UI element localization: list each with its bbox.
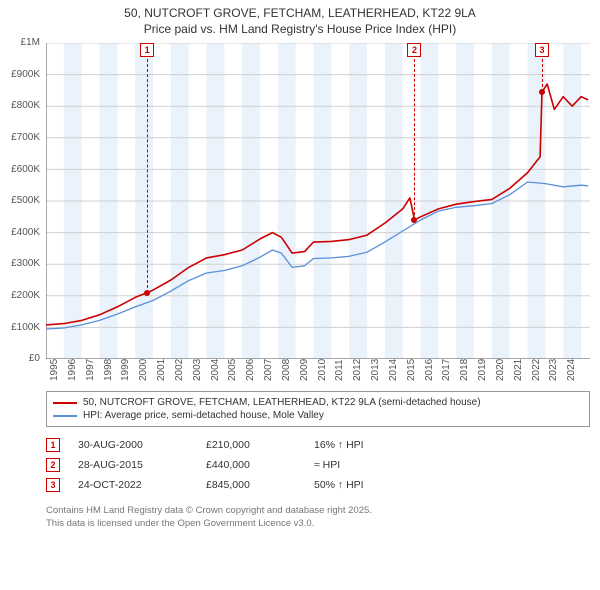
x-tick-label: 2021 [513, 359, 515, 381]
x-tick-label: 1996 [67, 359, 69, 381]
legend-label-price-paid: 50, NUTCROFT GROVE, FETCHAM, LEATHERHEAD… [83, 397, 481, 408]
event-row: 1 30-AUG-2000 £210,000 16% ↑ HPI [46, 435, 590, 455]
sale-marker-dot [411, 217, 417, 223]
legend: 50, NUTCROFT GROVE, FETCHAM, LEATHERHEAD… [46, 391, 590, 427]
x-tick-label: 1997 [85, 359, 87, 381]
y-tick-label: £600K [11, 164, 40, 175]
events-table: 1 30-AUG-2000 £210,000 16% ↑ HPI 2 28-AUG-201… [46, 435, 590, 495]
y-tick-label: £800K [11, 100, 40, 111]
chart-plot: £0£100K£200K£300K£400K£500K£600K£700K£80… [46, 43, 590, 359]
x-tick-label: 2013 [370, 359, 372, 381]
event-row: 2 28-AUG-2015 £440,000 ≈ HPI [46, 455, 590, 475]
x-tick-label: 2014 [388, 359, 390, 381]
x-tick-label: 2023 [548, 359, 550, 381]
sale-marker-line [147, 59, 148, 293]
y-tick-label: £400K [11, 227, 40, 238]
x-tick-label: 2009 [299, 359, 301, 381]
legend-swatch-price-paid [53, 402, 77, 404]
event-price: £440,000 [206, 459, 296, 471]
x-tick-label: 2011 [334, 360, 336, 382]
x-tick-label: 2016 [424, 359, 426, 381]
x-tick-label: 2008 [281, 359, 283, 381]
footer-line-1: Contains HM Land Registry data © Crown c… [46, 505, 590, 517]
y-tick-label: £700K [11, 132, 40, 143]
x-tick-label: 2005 [227, 359, 229, 381]
event-delta: 50% ↑ HPI [314, 479, 364, 491]
event-price: £845,000 [206, 479, 296, 491]
event-price: £210,000 [206, 439, 296, 451]
event-date: 24-OCT-2022 [78, 479, 188, 491]
x-tick-label: 1998 [103, 359, 105, 381]
sale-marker-box: 1 [140, 43, 154, 57]
x-tick-label: 2010 [317, 359, 319, 381]
x-axis: 1995 1996 1997 1998 1999 2000 2001 2002 2003 2004… [46, 359, 590, 383]
event-delta: ≈ HPI [314, 459, 340, 471]
legend-label-hpi: HPI: Average price, semi-detached house,… [83, 410, 324, 421]
event-number: 1 [46, 438, 60, 452]
sale-marker-box: 3 [535, 43, 549, 57]
footer-line-2: This data is licensed under the Open Gov… [46, 518, 590, 530]
footer: Contains HM Land Registry data © Crown c… [46, 505, 590, 530]
y-tick-label: £500K [11, 195, 40, 206]
sale-marker-dot [144, 290, 150, 296]
sale-marker-dot [539, 89, 545, 95]
legend-row-hpi: HPI: Average price, semi-detached house,… [53, 409, 583, 422]
title-line-1: 50, NUTCROFT GROVE, FETCHAM, LEATHERHEAD… [10, 6, 590, 22]
x-tick-label: 2015 [406, 359, 408, 381]
x-tick-label: 2018 [459, 359, 461, 381]
x-tick-label: 2020 [495, 359, 497, 381]
legend-swatch-hpi [53, 415, 77, 417]
chart-title: 50, NUTCROFT GROVE, FETCHAM, LEATHERHEAD… [0, 0, 600, 39]
event-date: 30-AUG-2000 [78, 439, 188, 451]
y-tick-label: £300K [11, 258, 40, 269]
y-tick-label: £200K [11, 290, 40, 301]
y-tick-label: £900K [11, 69, 40, 80]
x-tick-label: 2022 [531, 359, 533, 381]
event-number: 3 [46, 478, 60, 492]
x-tick-label: 2002 [174, 359, 176, 381]
event-date: 28-AUG-2015 [78, 459, 188, 471]
x-tick-label: 2003 [192, 359, 194, 381]
sale-marker-line [542, 59, 543, 92]
x-tick-label: 2012 [352, 359, 354, 381]
x-tick-label: 2000 [138, 359, 140, 381]
chart-area: £0£100K£200K£300K£400K£500K£600K£700K£80… [46, 43, 590, 383]
x-tick-label: 2007 [263, 359, 265, 381]
event-row: 3 24-OCT-2022 £845,000 50% ↑ HPI [46, 475, 590, 495]
title-line-2: Price paid vs. HM Land Registry's House … [10, 22, 590, 38]
chart-svg [46, 43, 590, 359]
x-tick-label: 1999 [120, 359, 122, 381]
y-tick-label: £100K [11, 322, 40, 333]
x-tick-label: 2006 [245, 359, 247, 381]
event-number: 2 [46, 458, 60, 472]
x-tick-label: 2019 [477, 359, 479, 381]
x-tick-label: 2004 [210, 359, 212, 381]
sale-marker-box: 2 [407, 43, 421, 57]
y-tick-label: £1M [21, 37, 40, 48]
x-tick-label: 2001 [156, 359, 158, 381]
x-tick-label: 2017 [441, 359, 443, 381]
legend-row-price-paid: 50, NUTCROFT GROVE, FETCHAM, LEATHERHEAD… [53, 396, 583, 409]
x-tick-label: 2024 [566, 359, 568, 381]
event-delta: 16% ↑ HPI [314, 439, 364, 451]
y-tick-label: £0 [29, 353, 40, 364]
sale-marker-line [414, 59, 415, 220]
x-tick-label: 1995 [49, 359, 51, 381]
